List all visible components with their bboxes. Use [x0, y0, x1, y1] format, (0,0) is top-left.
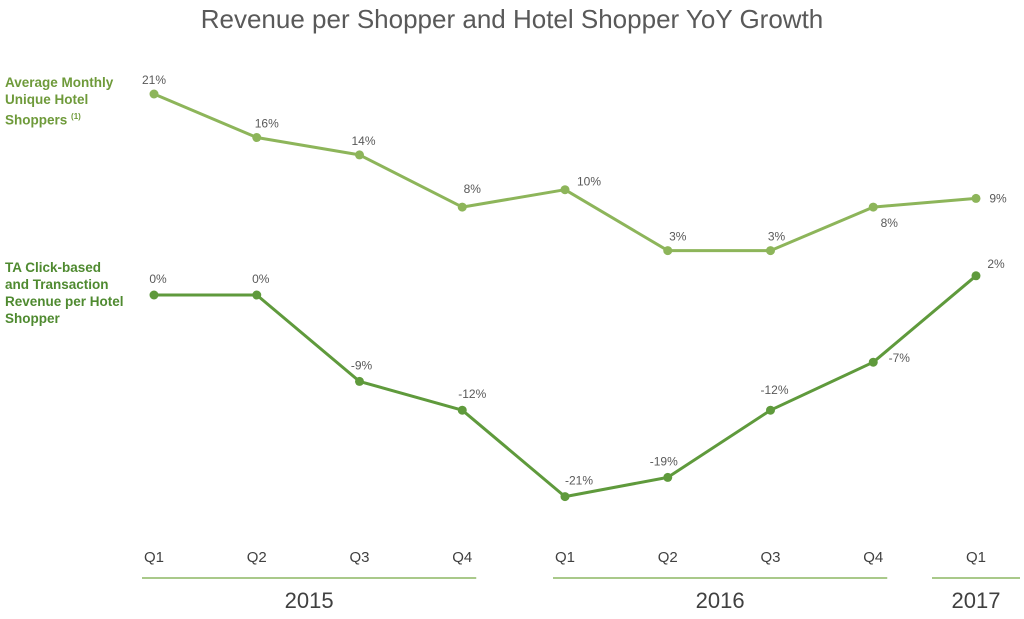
data-point: [868, 202, 878, 212]
year-label: 2016: [696, 588, 745, 613]
data-point: [560, 185, 570, 195]
series-label-line: Shoppers: [5, 112, 68, 128]
data-point: [149, 89, 159, 99]
series-line-revenue-per-shopper: [154, 274, 977, 499]
data-label: 14%: [351, 134, 375, 148]
series-label-line: Average Monthly: [5, 75, 114, 90]
data-point: [971, 193, 981, 203]
series-label-line: TA Click-based: [5, 260, 102, 275]
data-label: -12%: [458, 387, 486, 401]
data-label: -21%: [565, 474, 593, 488]
data-label: 0%: [149, 272, 167, 286]
data-label: -19%: [650, 454, 678, 468]
data-label: 2%: [987, 257, 1005, 271]
data-point: [252, 133, 262, 142]
x-tick-label: Q2: [247, 549, 267, 566]
data-point: [252, 290, 262, 300]
data-point: [149, 290, 159, 300]
data-point: [457, 202, 467, 212]
series-footnote: (1): [71, 112, 81, 121]
data-label: 16%: [255, 117, 279, 131]
data-label: 8%: [881, 216, 899, 230]
data-point: [560, 492, 570, 502]
data-point: [663, 472, 673, 482]
chart-title: Revenue per Shopper and Hotel Shopper Yo…: [200, 4, 824, 34]
year-label: 2017: [952, 588, 1001, 613]
x-tick-label: Q3: [349, 549, 369, 566]
data-label: 0%: [252, 272, 270, 286]
x-tick-label: Q1: [966, 549, 986, 566]
data-point: [355, 150, 364, 160]
x-tick-label: Q2: [658, 549, 678, 566]
x-tick-label: Q4: [863, 549, 883, 566]
data-point: [868, 357, 878, 367]
series-label-revenue-per-shopper: TA Click-based and Transaction Revenue p…: [5, 259, 145, 327]
data-label: -12%: [760, 383, 788, 397]
x-tick-label: Q1: [555, 549, 575, 566]
data-point: [457, 405, 467, 415]
data-point: [766, 246, 775, 256]
series-label-line: Unique Hotel: [5, 92, 89, 107]
series-label-line: Revenue per Hotel: [5, 294, 124, 309]
data-label: 10%: [577, 175, 601, 189]
series-label-hotel-shoppers: Average Monthly Unique Hotel Shoppers (1…: [5, 74, 145, 129]
x-tick-label: Q1: [144, 549, 164, 566]
data-label: -7%: [889, 351, 911, 365]
series-label-line: Shopper: [5, 311, 60, 326]
data-label: 3%: [669, 230, 687, 244]
data-label: 8%: [464, 182, 482, 196]
data-point: [971, 271, 981, 281]
data-label: 9%: [989, 191, 1007, 205]
series-label-line: and Transaction: [5, 277, 109, 292]
data-point: [663, 246, 673, 256]
year-label: 2015: [285, 588, 334, 613]
data-label: 3%: [768, 230, 786, 244]
x-tick-label: Q3: [760, 549, 780, 566]
data-label: 21%: [142, 73, 166, 87]
data-point: [766, 405, 775, 415]
data-label: -9%: [351, 358, 373, 372]
data-point: [355, 376, 364, 386]
x-tick-label: Q4: [452, 549, 472, 566]
